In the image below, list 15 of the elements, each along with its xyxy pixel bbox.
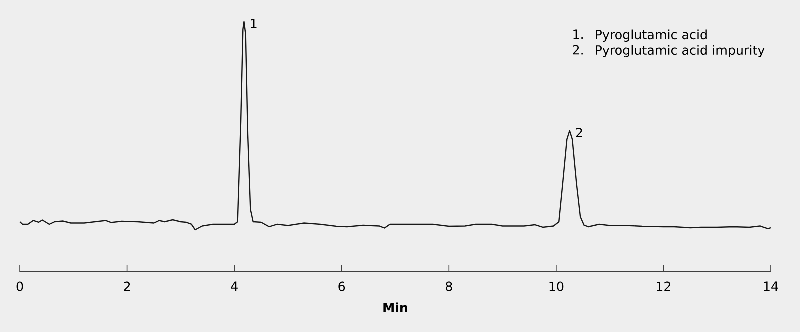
x-tick-label: 12	[657, 282, 670, 292]
x-tick-label: 0	[16, 282, 24, 292]
annotation: 1	[251, 19, 257, 28]
annotation: 1.	[574, 30, 583, 39]
x-tick-label: 14	[764, 282, 778, 292]
x-axis-title: Min	[384, 302, 408, 312]
x-tick-label: 10	[550, 282, 564, 292]
annotation: 2.	[573, 45, 583, 55]
annotation: 2	[576, 128, 582, 138]
x-tick-label: 6	[338, 282, 346, 292]
x-tick-label: 2	[124, 282, 130, 292]
x-tick-label: 4	[231, 282, 238, 292]
annotation: Pyroglutamic acid impurity	[596, 45, 765, 58]
annotation: Pyroglutamic acid	[596, 30, 707, 42]
x-tick-label: 8	[446, 282, 452, 292]
